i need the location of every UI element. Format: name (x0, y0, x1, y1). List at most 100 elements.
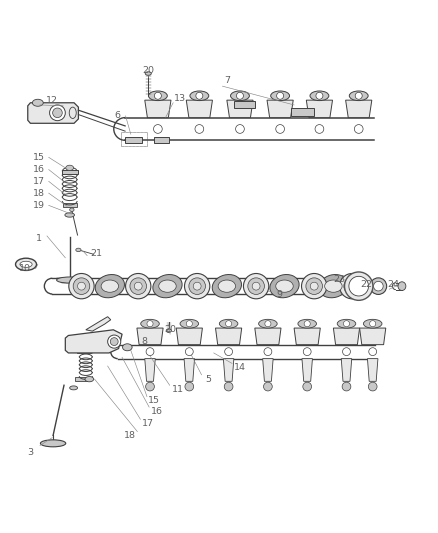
Ellipse shape (264, 382, 272, 391)
Ellipse shape (32, 99, 43, 106)
Ellipse shape (348, 282, 356, 290)
Polygon shape (28, 103, 78, 123)
Ellipse shape (189, 278, 205, 294)
Ellipse shape (306, 278, 322, 294)
Ellipse shape (370, 321, 376, 327)
Bar (121, 133, 147, 147)
Bar (153, 137, 169, 143)
Ellipse shape (141, 319, 159, 328)
Ellipse shape (185, 382, 194, 391)
Ellipse shape (345, 272, 373, 300)
Polygon shape (215, 328, 242, 345)
Ellipse shape (154, 92, 161, 99)
Text: 5: 5 (205, 375, 211, 384)
Ellipse shape (271, 91, 290, 101)
Ellipse shape (374, 281, 383, 291)
Polygon shape (346, 100, 372, 118)
Ellipse shape (153, 274, 182, 298)
Bar (140, 334, 157, 341)
Text: 11: 11 (172, 385, 184, 394)
Bar (77, 349, 91, 353)
Text: 21: 21 (90, 249, 102, 258)
Ellipse shape (49, 105, 65, 120)
Ellipse shape (193, 282, 201, 290)
Polygon shape (255, 328, 281, 345)
Text: 14: 14 (234, 364, 246, 372)
Ellipse shape (370, 278, 387, 294)
Ellipse shape (108, 335, 121, 348)
Polygon shape (65, 330, 122, 353)
Ellipse shape (66, 165, 74, 171)
Ellipse shape (190, 91, 209, 101)
Text: 22: 22 (360, 280, 373, 289)
Text: 12: 12 (46, 96, 58, 105)
Ellipse shape (224, 382, 233, 391)
Polygon shape (263, 359, 273, 381)
Ellipse shape (195, 125, 204, 133)
Text: 1: 1 (36, 233, 42, 243)
Ellipse shape (110, 338, 118, 345)
Ellipse shape (126, 273, 151, 299)
Bar (291, 108, 314, 116)
Ellipse shape (301, 273, 327, 299)
Ellipse shape (298, 319, 317, 328)
Ellipse shape (236, 125, 244, 133)
Text: 20: 20 (164, 325, 176, 334)
Ellipse shape (78, 282, 85, 290)
Ellipse shape (212, 274, 241, 298)
Ellipse shape (354, 125, 363, 133)
Ellipse shape (264, 348, 272, 356)
Text: 3: 3 (27, 448, 33, 457)
Ellipse shape (184, 273, 210, 299)
Ellipse shape (344, 278, 360, 294)
Ellipse shape (15, 258, 36, 270)
Ellipse shape (153, 125, 162, 133)
Ellipse shape (368, 382, 377, 391)
Ellipse shape (270, 274, 299, 298)
Text: 23: 23 (333, 275, 345, 284)
Ellipse shape (73, 278, 90, 294)
Ellipse shape (319, 274, 348, 298)
Polygon shape (360, 328, 386, 345)
Ellipse shape (237, 92, 244, 99)
Ellipse shape (225, 348, 233, 356)
Ellipse shape (248, 278, 265, 294)
Ellipse shape (219, 319, 238, 328)
Ellipse shape (277, 92, 284, 99)
Ellipse shape (265, 321, 271, 327)
Text: 15: 15 (33, 153, 45, 162)
Ellipse shape (76, 248, 81, 252)
Polygon shape (302, 359, 312, 381)
Ellipse shape (20, 261, 32, 268)
Ellipse shape (196, 92, 203, 99)
Ellipse shape (70, 208, 74, 212)
Polygon shape (227, 100, 253, 118)
Text: 24: 24 (388, 280, 399, 289)
Ellipse shape (130, 278, 147, 294)
Bar (121, 133, 147, 147)
Ellipse shape (218, 280, 236, 292)
Ellipse shape (69, 273, 94, 299)
Polygon shape (176, 328, 202, 345)
Polygon shape (145, 359, 155, 381)
Polygon shape (186, 100, 212, 118)
Polygon shape (184, 359, 194, 381)
Text: 6: 6 (115, 111, 121, 120)
Polygon shape (145, 100, 171, 118)
Ellipse shape (70, 386, 78, 390)
Ellipse shape (186, 321, 192, 327)
Polygon shape (294, 328, 320, 345)
Polygon shape (223, 359, 234, 381)
Ellipse shape (310, 91, 329, 101)
Text: 18: 18 (33, 189, 45, 198)
Bar (63, 203, 77, 207)
Text: 17: 17 (142, 419, 154, 428)
Text: 19: 19 (33, 201, 45, 210)
Ellipse shape (101, 280, 119, 292)
Ellipse shape (303, 382, 311, 391)
Ellipse shape (57, 277, 83, 283)
Ellipse shape (337, 319, 356, 328)
Text: 15: 15 (148, 397, 159, 406)
Bar (75, 376, 87, 381)
Bar (62, 169, 78, 174)
